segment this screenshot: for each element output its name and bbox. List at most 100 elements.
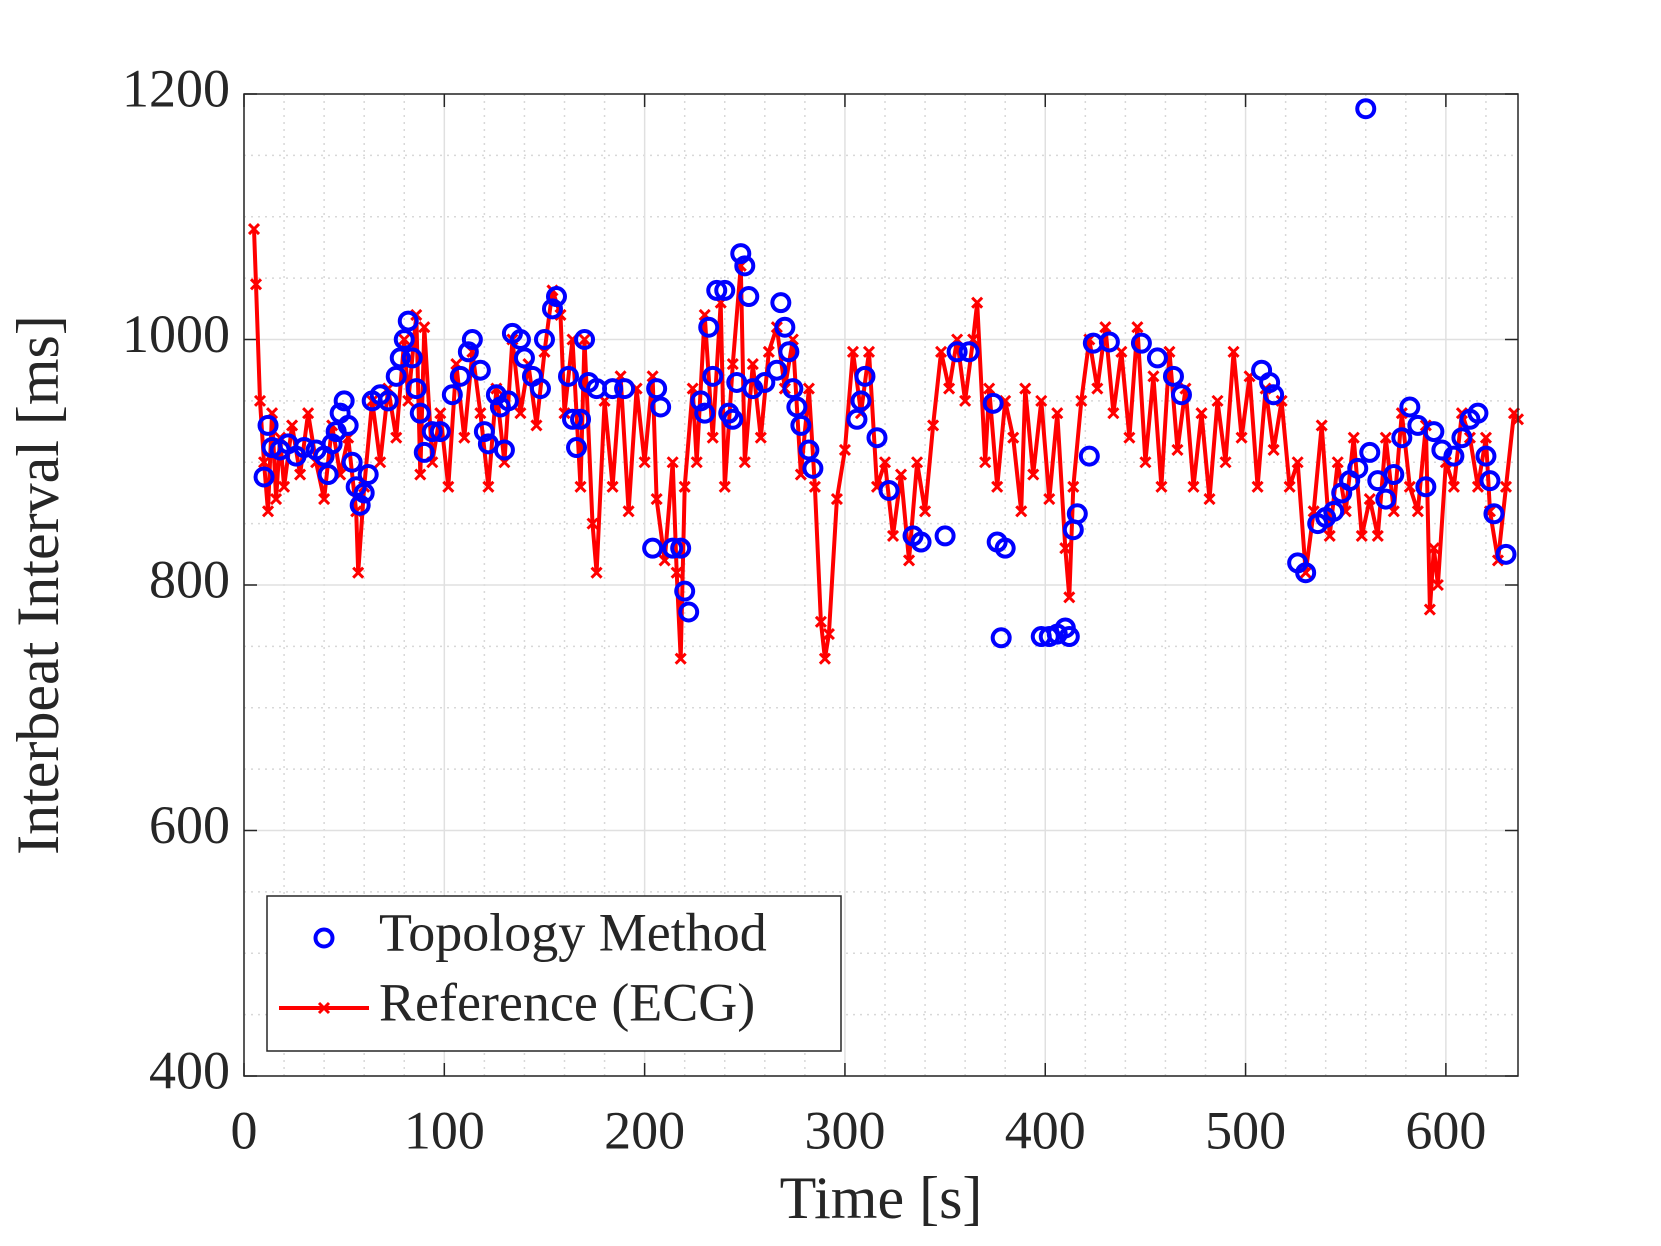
point [1098,331,1120,353]
point [762,345,775,358]
point [1423,603,1436,616]
point [778,341,800,363]
point [1391,427,1413,449]
legend: Topology Method Reference (ECG) [266,895,842,1052]
point [670,537,692,559]
point [474,407,487,420]
point [726,357,739,371]
point [886,529,900,542]
point [321,433,343,455]
point [698,316,720,338]
point [247,222,261,236]
point [690,390,712,412]
point [1479,431,1493,444]
point [1130,332,1152,354]
point [878,456,892,469]
point [1447,480,1460,493]
legend-label: Reference (ECG) [379,972,755,1032]
point [994,537,1016,559]
point [1323,500,1345,522]
point [1379,431,1392,444]
point [790,414,812,436]
point [666,456,679,469]
legend-marker [317,1001,331,1015]
point [509,329,531,350]
point [558,365,580,387]
point [1359,441,1381,463]
point [662,537,684,559]
point [1415,476,1437,498]
point [337,414,359,436]
series [253,98,1517,649]
point [590,566,603,579]
point [1331,456,1344,469]
point [574,329,596,350]
point [333,390,355,412]
point [1355,98,1377,120]
point [533,329,555,350]
point [838,443,852,457]
point [429,421,451,443]
point [434,407,447,420]
point [746,357,759,371]
point [513,347,535,369]
point [1443,445,1465,467]
point [650,493,663,506]
point [457,341,479,363]
point [1283,480,1296,493]
point [442,480,455,493]
point [374,456,387,469]
point [1371,529,1384,542]
point [670,566,683,579]
point [253,466,275,488]
point [927,419,940,432]
point [982,392,1004,414]
point [894,468,908,481]
point [1347,431,1360,444]
point [1115,345,1128,358]
point [1058,626,1080,648]
point [318,493,331,506]
point [1078,445,1100,467]
point [1267,443,1280,457]
point [1147,370,1160,383]
point [352,566,365,579]
point [738,456,751,469]
point [979,456,992,469]
point [586,517,599,530]
point [545,286,567,308]
point [349,494,371,516]
point [1187,480,1200,493]
point [1059,542,1072,555]
y-tick-label: 1200 [122,58,230,118]
point [1403,480,1416,493]
point [642,537,664,559]
point [730,243,752,265]
point [574,480,587,493]
y-tick-label: 600 [149,795,230,855]
point [690,456,703,469]
point [782,378,804,400]
point [738,286,760,308]
point [971,296,984,309]
point [1451,427,1473,449]
point [1291,456,1304,469]
point [578,333,591,346]
point [1211,394,1224,407]
point [562,408,584,430]
point [1411,505,1424,518]
point [702,365,724,387]
point [1171,443,1184,457]
point [1251,480,1264,493]
point [249,278,263,291]
point [257,414,279,436]
x-tick-label: 500 [1205,1100,1286,1160]
point [1063,591,1076,604]
point [1067,480,1080,493]
point [1355,529,1368,542]
point [357,464,379,486]
point [983,382,996,395]
point [461,329,483,350]
point [389,347,411,369]
point [614,378,636,400]
